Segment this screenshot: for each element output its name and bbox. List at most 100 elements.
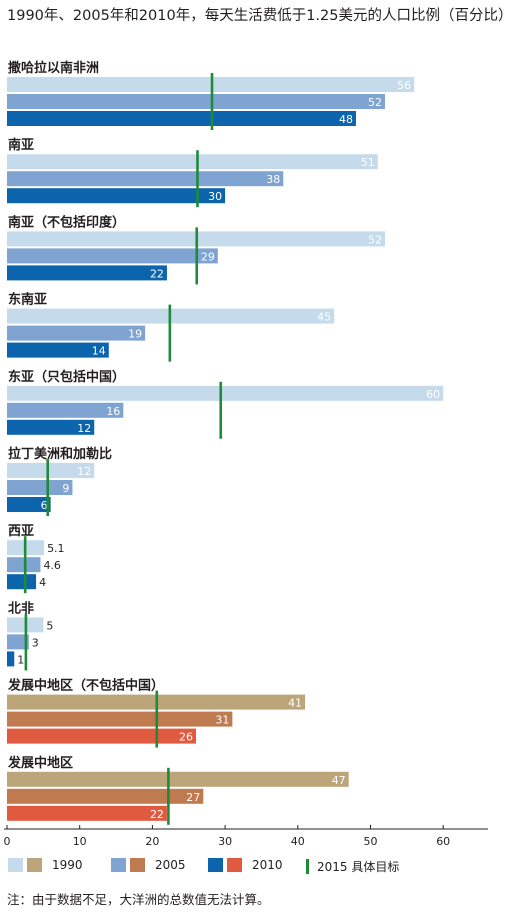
data-label-1-2010: 30: [208, 190, 222, 203]
legend-swatch-2005-blue: [111, 858, 126, 872]
data-label-8-2005: 31: [215, 714, 229, 727]
region-label-7: 北非: [8, 600, 34, 616]
data-label-2-2010: 22: [150, 267, 164, 280]
bar-5-2010: [7, 497, 51, 512]
data-label-9-2010: 22: [150, 808, 164, 821]
bar-6-2005: [7, 557, 41, 573]
data-label-5-2005: 9: [62, 482, 69, 495]
data-label-1-1990: 51: [361, 156, 375, 169]
bar-1-2005: [7, 171, 284, 187]
data-label-7-2005: 3: [32, 636, 39, 649]
bar-1-1990: [7, 154, 378, 170]
bar-5-2005: [7, 480, 73, 495]
x-tick-label-3: 30: [218, 835, 232, 848]
bar-0-2010: [7, 111, 356, 126]
legend-target-marker-icon: [306, 859, 309, 874]
bar-9-1990: [7, 771, 349, 787]
bar-chart: 撒哈拉以南非洲565248南亚513830南亚（不包括印度）522922东南亚4…: [4, 60, 488, 848]
bar-2-2010: [7, 265, 167, 281]
data-label-3-1990: 45: [317, 311, 331, 324]
data-label-4-1990: 60: [426, 388, 440, 401]
bar-4-2005: [7, 402, 124, 418]
x-tick-label-5: 50: [364, 835, 378, 848]
bar-7-2010: [7, 651, 15, 667]
legend-label-2010: 2010: [252, 858, 283, 872]
data-label-5-2010: 6: [41, 499, 48, 512]
legend-swatch-1990-blue: [8, 858, 23, 872]
legend: 1990 2005 2010 2015 具体目标: [8, 858, 508, 876]
bar-2-2005: [7, 248, 218, 264]
bar-6-2010: [7, 574, 37, 590]
region-label-4: 东亚（只包括中国）: [8, 369, 125, 385]
bar-4-1990: [7, 385, 444, 401]
bar-3-2010: [7, 342, 109, 358]
data-label-7-2010: 1: [17, 653, 24, 666]
region-label-3: 东南亚: [8, 292, 47, 308]
x-tick-label-0: 0: [4, 835, 11, 848]
data-label-2-2005: 29: [201, 250, 215, 263]
bar-0-2005: [7, 94, 386, 109]
target-marker-8: [155, 690, 159, 748]
data-label-5-1990: 12: [77, 465, 91, 478]
bar-1-2010: [7, 188, 226, 204]
region-label-2: 南亚（不包括印度）: [8, 214, 125, 230]
bar-4-2010: [7, 419, 95, 435]
chart-title: 1990年、2005年和2010年，每天生活费低于1.25美元的人口比例（百分比…: [7, 8, 510, 24]
target-marker-7: [24, 613, 28, 671]
target-marker-3: [168, 304, 172, 362]
legend-item-2010: 2010: [208, 858, 283, 872]
region-label-5: 拉丁美洲和加勒比: [8, 446, 112, 462]
legend-item-1990: 1990: [8, 858, 83, 872]
x-tick-label-1: 10: [73, 835, 87, 848]
target-marker-1: [196, 150, 199, 208]
region-label-8: 发展中地区（不包括中国）: [7, 678, 164, 694]
legend-item-2005: 2005: [111, 858, 186, 872]
bar-8-2005: [7, 711, 233, 727]
bar-9-2010: [7, 805, 167, 821]
data-label-9-1990: 47: [332, 774, 346, 787]
region-label-9: 发展中地区: [7, 755, 73, 771]
data-label-8-2010: 26: [179, 731, 193, 744]
data-label-3-2010: 14: [92, 345, 106, 358]
data-label-8-1990: 41: [288, 697, 302, 710]
data-label-2-1990: 52: [368, 233, 382, 246]
target-marker-4: [219, 381, 223, 439]
x-tick-label-2: 20: [145, 835, 159, 848]
data-label-0-2010: 48: [339, 113, 353, 126]
data-label-6-2005: 4.6: [43, 559, 61, 572]
data-label-3-2005: 19: [128, 328, 142, 341]
data-label-6-1990: 5.1: [47, 542, 64, 555]
x-tick-label-6: 60: [436, 835, 450, 848]
bar-7-2005: [7, 634, 29, 650]
region-label-0: 撒哈拉以南非洲: [8, 60, 99, 76]
data-label-0-2005: 52: [368, 96, 382, 109]
legend-label-1990: 1990: [52, 858, 83, 872]
legend-swatch-2010-warm: [227, 858, 242, 872]
legend-label-target: 2015 具体目标: [317, 860, 400, 874]
legend-label-2005: 2005: [155, 858, 186, 872]
data-label-0-1990: 56: [397, 79, 411, 92]
data-label-1-2005: 38: [266, 173, 280, 186]
data-label-9-2005: 27: [186, 791, 200, 804]
legend-item-target: 2015 具体目标: [306, 858, 399, 875]
bar-9-2005: [7, 788, 204, 804]
legend-swatch-2010-blue: [208, 858, 223, 872]
target-marker-6: [23, 536, 27, 594]
region-label-1: 南亚: [8, 137, 34, 153]
data-label-7-1990: 5: [46, 619, 53, 632]
bar-5-1990: [7, 463, 95, 478]
bar-0-1990: [7, 77, 415, 92]
target-marker-0: [210, 73, 214, 130]
target-marker-9: [167, 767, 170, 825]
target-marker-5: [46, 459, 50, 516]
bar-8-2010: [7, 728, 197, 744]
legend-swatch-2005-warm: [130, 858, 145, 872]
data-label-4-2005: 16: [106, 405, 120, 418]
data-label-6-2010: 4: [39, 576, 46, 589]
bar-3-2005: [7, 325, 146, 341]
target-marker-2: [195, 227, 199, 285]
footnote: 注：由于数据不足，大洋洲的总数值无法计算。: [7, 892, 270, 907]
legend-swatch-1990-warm: [27, 858, 42, 872]
region-label-6: 西亚: [8, 524, 34, 539]
x-tick-label-4: 40: [291, 835, 305, 848]
